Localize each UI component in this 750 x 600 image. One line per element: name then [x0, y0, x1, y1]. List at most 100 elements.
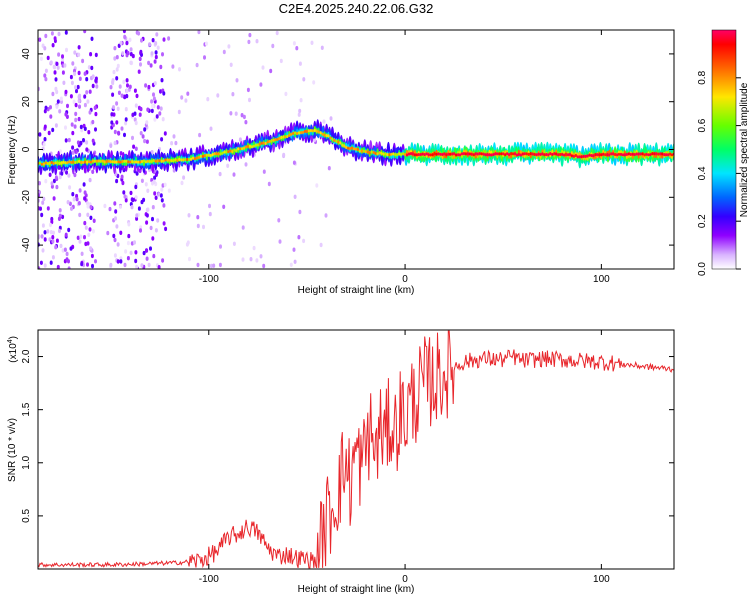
- noise-point: [53, 70, 57, 75]
- noise-point: [140, 263, 144, 268]
- snr-scale-exponent: 4: [7, 339, 14, 343]
- ridge-cell: [160, 159, 163, 163]
- ridge-cell: [629, 152, 632, 156]
- ridge-cell: [274, 138, 277, 142]
- noise-point: [58, 174, 62, 180]
- ridge-cell: [84, 160, 87, 164]
- ridge-cell: [580, 155, 583, 159]
- ridge-cell: [107, 159, 110, 163]
- y-tick-label: 40: [21, 48, 32, 60]
- noise-point: [155, 114, 159, 119]
- ridge-cell: [488, 153, 491, 157]
- ridge-cell: [354, 147, 358, 151]
- noise-point: [70, 206, 73, 211]
- ridge-cell: [227, 150, 230, 154]
- ridge-cell: [209, 154, 212, 158]
- ridge-cell: [229, 149, 232, 153]
- noise-point: [244, 162, 248, 167]
- noise-point: [126, 50, 130, 56]
- noise-point: [73, 71, 77, 77]
- ridge-cell: [76, 160, 79, 164]
- ridge-cell: [70, 160, 73, 165]
- noise-point: [58, 109, 62, 114]
- noise-point: [65, 47, 68, 53]
- noise-point: [115, 67, 119, 72]
- noise-point: [135, 93, 139, 99]
- noise-point: [154, 195, 158, 200]
- ridge-cell: [223, 150, 226, 154]
- noise-point: [203, 55, 206, 60]
- noise-point: [61, 54, 64, 59]
- noise-point: [153, 81, 157, 86]
- noise-point: [152, 253, 156, 259]
- ridge-cell: [307, 129, 310, 133]
- noise-point: [43, 73, 47, 78]
- noise-point: [64, 112, 68, 117]
- noise-point: [162, 203, 166, 208]
- noise-point: [82, 182, 86, 187]
- ridge-cell: [241, 147, 244, 151]
- ridge-cell: [298, 131, 301, 135]
- noise-point: [74, 117, 78, 123]
- ridge-cell: [396, 153, 399, 157]
- y-tick-label: 0.5: [21, 509, 32, 523]
- noise-point: [150, 150, 154, 155]
- noise-point: [123, 132, 126, 138]
- x-tick-label: -100: [199, 274, 219, 285]
- noise-point: [151, 236, 155, 241]
- colorbar-tick-label: 0.2: [697, 214, 708, 228]
- noise-point: [130, 205, 134, 210]
- ridge-cell: [349, 147, 352, 151]
- ridge-cell: [525, 152, 528, 156]
- ridge-cell: [203, 154, 206, 158]
- noise-point: [131, 135, 134, 141]
- ridge-cell: [260, 141, 263, 145]
- noise-point: [172, 168, 176, 173]
- noise-point: [76, 235, 80, 240]
- noise-point: [244, 120, 248, 125]
- ridge-cell: [186, 157, 189, 162]
- ridge-cell: [616, 153, 619, 157]
- ridge-cell: [519, 153, 523, 157]
- noise-point: [162, 221, 166, 226]
- ridge-cell: [91, 159, 95, 163]
- ridge-cell: [627, 152, 631, 156]
- ridge-cell: [235, 149, 238, 153]
- noise-point: [127, 233, 131, 239]
- noise-point: [150, 99, 154, 104]
- noise-point: [114, 216, 117, 221]
- colorbar-tick-label: 0.4: [697, 166, 708, 180]
- noise-point: [41, 248, 45, 253]
- noise-point: [56, 65, 60, 70]
- ridge-cell: [89, 160, 93, 164]
- ridge-cell: [641, 152, 644, 156]
- noise-point: [284, 91, 288, 97]
- ridge-cell: [559, 152, 562, 157]
- ridge-cell: [188, 158, 191, 162]
- noise-point: [70, 122, 74, 127]
- noise-point: [38, 266, 41, 269]
- noise-point: [51, 127, 55, 133]
- noise-point: [235, 78, 239, 83]
- ridge-cell: [215, 152, 218, 156]
- noise-point: [113, 46, 117, 51]
- noise-point: [216, 93, 220, 98]
- noise-point: [222, 204, 226, 209]
- ridge-cell: [386, 153, 389, 157]
- ridge-cell: [637, 152, 640, 156]
- ridge-cell: [311, 129, 314, 133]
- ridge-cell: [663, 153, 666, 157]
- ridge-cell: [592, 154, 595, 158]
- ridge-cell: [563, 153, 566, 157]
- noise-point: [121, 51, 125, 56]
- noise-point: [148, 42, 152, 47]
- ridge-cell: [313, 128, 316, 132]
- ridge-cell: [139, 160, 142, 164]
- noise-point: [113, 140, 117, 146]
- ridge-cell: [150, 159, 153, 163]
- ridge-cell: [174, 158, 177, 162]
- ridge-cell: [433, 152, 436, 156]
- colorbar-tick-label: 0.8: [697, 70, 708, 84]
- ridge-cell: [443, 152, 446, 156]
- noise-point: [65, 251, 69, 257]
